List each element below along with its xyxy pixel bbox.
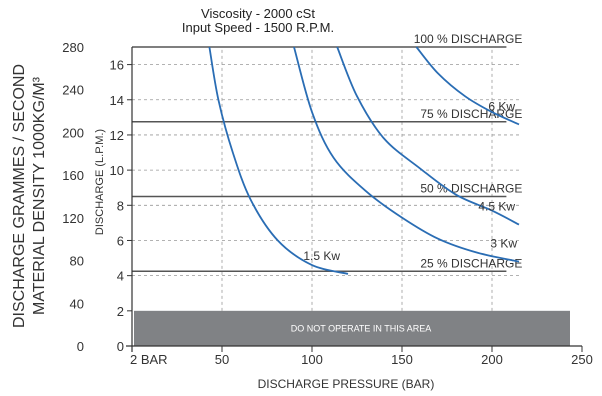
y-tick-label: 6 bbox=[117, 233, 124, 248]
y-tick-label: 12 bbox=[110, 128, 124, 143]
chart-title: Viscosity - 2000 cSt bbox=[201, 6, 315, 21]
no-go-zone-label: DO NOT OPERATE IN THIS AREA bbox=[291, 323, 432, 333]
outer-tick-label: 280 bbox=[62, 40, 84, 55]
series-line bbox=[415, 46, 520, 126]
inner-ylabel: DISCHARGE (L.P.M.) bbox=[94, 129, 106, 235]
series-label: 1.5 Kw bbox=[303, 249, 340, 263]
discharge-line-label: 25 % DISCHARGE bbox=[420, 256, 522, 270]
discharge-lines: 100 % DISCHARGE 75 % DISCHARGE 50 % DISCHA… bbox=[132, 32, 523, 273]
y-tick-label: 10 bbox=[110, 163, 124, 178]
x-tick-label: 2 BAR bbox=[130, 352, 168, 367]
series-label: 3 Kw bbox=[490, 237, 517, 251]
outer-tick-label: 40 bbox=[70, 296, 84, 311]
series-group: 1.5 Kw 3 Kw 4.5 Kw 6 Kw bbox=[208, 46, 520, 275]
outer-axis: 0 40 80 120 160 200 240 280 bbox=[62, 40, 84, 354]
outer-ylabel-2: MATERIAL DENSITY 1000KG/M³ bbox=[31, 76, 48, 315]
discharge-line-label: 100 % DISCHARGE bbox=[414, 32, 523, 46]
y-tick-label: 0 bbox=[117, 339, 124, 354]
discharge-line-label: 50 % DISCHARGE bbox=[420, 182, 522, 196]
plot-area: DO NOT OPERATE IN THIS AREA 100 % DISCHA… bbox=[110, 32, 593, 367]
x-tick-label: 200 bbox=[481, 352, 503, 367]
x-ticks: 2 BAR 50 100 150 200 250 bbox=[130, 346, 593, 367]
series-line bbox=[208, 46, 349, 275]
series-label: 4.5 Kw bbox=[478, 200, 515, 214]
outer-tick-label: 0 bbox=[77, 339, 84, 354]
x-tick-label: 150 bbox=[391, 352, 413, 367]
no-go-zone bbox=[134, 310, 570, 346]
outer-tick-label: 120 bbox=[62, 211, 84, 226]
outer-tick-label: 80 bbox=[70, 254, 84, 269]
x-tick-label: 100 bbox=[301, 352, 323, 367]
series-label: 6 Kw bbox=[488, 99, 515, 113]
x-tick-label: 250 bbox=[571, 352, 593, 367]
y-tick-label: 16 bbox=[110, 58, 124, 73]
discharge-line-label: 75 % DISCHARGE bbox=[420, 107, 522, 121]
x-axis-label: DISCHARGE PRESSURE (BAR) bbox=[258, 377, 435, 391]
outer-ylabel-1: DISCHARGE GRAMMES / SECOND bbox=[11, 64, 28, 328]
x-tick-label: 50 bbox=[215, 352, 229, 367]
y-ticks: 0 2 4 6 8 10 12 14 16 bbox=[110, 58, 132, 354]
y-tick-label: 8 bbox=[117, 198, 124, 213]
outer-tick-label: 160 bbox=[62, 168, 84, 183]
outer-tick-label: 200 bbox=[62, 125, 84, 140]
outer-tick-label: 240 bbox=[62, 83, 84, 98]
grid bbox=[132, 47, 521, 311]
y-tick-label: 4 bbox=[117, 269, 124, 284]
chart-subtitle: Input Speed - 1500 R.P.M. bbox=[182, 20, 334, 35]
series-line bbox=[293, 46, 520, 263]
y-tick-label: 2 bbox=[117, 304, 124, 319]
y-tick-label: 14 bbox=[110, 93, 124, 108]
series-line bbox=[336, 46, 520, 226]
